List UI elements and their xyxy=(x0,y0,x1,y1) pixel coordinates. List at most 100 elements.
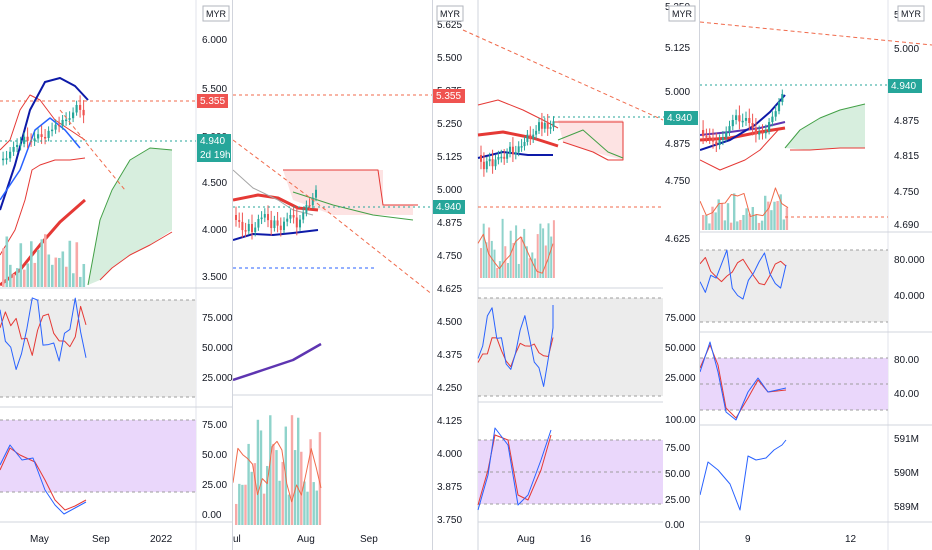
rsi-band xyxy=(478,298,663,396)
volume-bar xyxy=(751,207,754,230)
candle-body xyxy=(705,136,708,138)
candle-body xyxy=(270,220,273,229)
time-axis-label: 2022 xyxy=(150,534,173,545)
volume-bar xyxy=(281,461,284,525)
price-axis-label: 5.000 xyxy=(437,185,462,196)
currency-box xyxy=(668,5,696,22)
candle-body xyxy=(543,122,546,129)
candle-body xyxy=(514,152,517,155)
chart-panel-2[interactable]: ul Aug Sep xyxy=(233,0,433,550)
volume-bar xyxy=(262,493,266,525)
price-axis-label: 4.375 xyxy=(437,350,462,361)
volume-bar xyxy=(250,471,253,525)
volume-bar xyxy=(782,219,785,230)
volume-bar xyxy=(498,261,501,278)
ichimoku-cloud xyxy=(558,120,623,160)
last-price-tag: 4.940 xyxy=(436,202,461,213)
price-axis-label: 5.125 xyxy=(437,152,462,163)
currency-label: MYR xyxy=(206,9,227,19)
candle-body xyxy=(37,134,40,139)
volume-bar xyxy=(714,212,717,230)
volume-bar xyxy=(736,221,739,230)
panel-divider[interactable] xyxy=(232,0,233,550)
price-axis-label: 5 xyxy=(894,10,900,21)
volume-bar xyxy=(723,220,727,230)
volume-bar xyxy=(717,199,720,230)
rsi-line xyxy=(477,305,554,387)
candle-body xyxy=(40,134,43,137)
volume-bar xyxy=(65,266,68,287)
volume-bar xyxy=(253,463,256,525)
blue-arc xyxy=(0,77,89,211)
candle-body xyxy=(741,120,744,123)
volume-bar xyxy=(760,220,764,230)
candle-body xyxy=(751,123,754,128)
volume-bar xyxy=(767,201,770,230)
candle-body xyxy=(267,214,269,221)
panel-divider[interactable] xyxy=(699,0,700,550)
candle-body xyxy=(54,124,57,130)
candle-body xyxy=(535,130,538,135)
volume-bar xyxy=(300,451,303,525)
chart-svg-2[interactable]: ul Aug Sep xyxy=(233,0,433,550)
volume-bar xyxy=(742,214,745,230)
rsi-signal-line xyxy=(0,305,87,356)
price-axis-label: 4.875 xyxy=(437,218,462,229)
envelope-lower xyxy=(0,157,86,256)
volume-bar xyxy=(30,241,33,287)
stoch-axis-label: 80.00 xyxy=(894,355,919,366)
candle-body xyxy=(260,217,263,220)
blue-ma xyxy=(233,229,319,241)
candle-body xyxy=(276,220,279,226)
rsi-axis-label: 50.000 xyxy=(665,343,696,354)
price-axis-label: 4.500 xyxy=(202,178,227,189)
candle-body xyxy=(289,215,292,219)
volume-bar xyxy=(517,263,520,278)
volume-bar xyxy=(528,258,531,278)
candle-body xyxy=(299,219,301,228)
price-axis-label: 4.625 xyxy=(437,284,462,295)
rsi-band xyxy=(700,250,888,322)
volume-bar xyxy=(552,220,555,278)
candle-body xyxy=(509,146,511,154)
time-axis-label: 12 xyxy=(845,534,857,545)
time-axis-label: 9 xyxy=(745,534,751,545)
volume-bar xyxy=(26,263,30,287)
stoch-axis-label: 75.00 xyxy=(202,420,227,431)
chart-svg-1[interactable]: 6.0005.5005.0004.5004.0003.500MYR5.3554.… xyxy=(0,0,233,550)
moving-average-thick xyxy=(233,193,319,212)
stoch-axis-label: 50.00 xyxy=(202,450,227,461)
candle-body xyxy=(532,134,535,139)
candle-body xyxy=(526,134,529,142)
price-axis-label: 5.625 xyxy=(437,20,462,31)
candle-body xyxy=(506,153,509,159)
chart-svg-3[interactable]: 5.6255.5005.3755.2505.1255.0004.8754.750… xyxy=(433,0,700,550)
candle-body xyxy=(718,139,721,146)
last-price-tag-bg xyxy=(664,111,698,125)
panel-divider[interactable] xyxy=(432,0,433,550)
volume-bar xyxy=(19,243,23,287)
chart-panel-4[interactable]: 5 5.000 4.875 4.815 4.750 4.690 MYR 4.940 80.000… xyxy=(700,0,932,550)
stoch-band xyxy=(700,358,888,410)
envelope-lower xyxy=(700,127,781,171)
volume-bar xyxy=(523,228,526,278)
candle-body xyxy=(503,156,506,159)
last-price-tag: 4.940 xyxy=(891,81,916,92)
volume-bar xyxy=(40,239,44,287)
price-axis-label: 4.250 xyxy=(437,383,462,394)
candle-body xyxy=(247,223,250,232)
last-price-tag-bg xyxy=(433,200,465,214)
shares-axis-label: 589M xyxy=(894,502,919,513)
candle-body xyxy=(30,140,33,143)
candle-body xyxy=(744,117,748,121)
currency-box xyxy=(897,5,925,22)
chart-panel-3[interactable]: 5.6255.5005.3755.2505.1255.0004.8754.750… xyxy=(433,0,700,550)
time-axis-label: 16 xyxy=(580,534,592,545)
grey-line xyxy=(233,169,314,216)
volume-bar xyxy=(75,242,79,287)
chart-svg-4[interactable]: 5 5.000 4.875 4.815 4.750 4.690 MYR 4.940 80.000… xyxy=(700,0,932,550)
rsi-line xyxy=(700,249,787,300)
time-axis-label: May xyxy=(30,534,49,545)
cloud-span-a xyxy=(557,129,624,159)
chart-panel-1[interactable]: 6.0005.5005.0004.5004.0003.500MYR5.3554.… xyxy=(0,0,233,550)
